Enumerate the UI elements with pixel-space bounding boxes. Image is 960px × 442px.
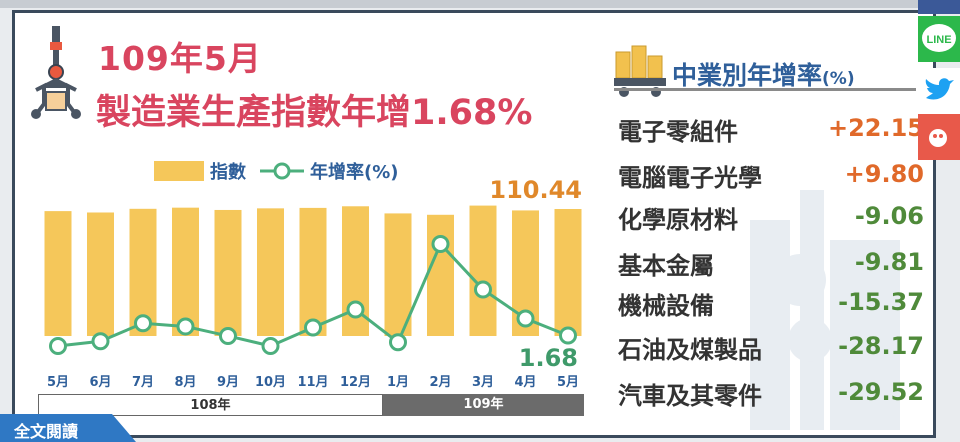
- index-bar: [44, 211, 72, 336]
- industry-name: 汽車及其零件: [618, 382, 762, 410]
- industry-name: 基本金屬: [618, 252, 714, 280]
- x-tick-label: 12月: [340, 375, 371, 390]
- legend-bar-swatch: [154, 161, 204, 181]
- growth-rate-point: [431, 235, 450, 253]
- title-date: 109年5月: [98, 39, 262, 78]
- growth-rate-point: [346, 300, 365, 319]
- index-bar: [172, 207, 199, 336]
- industry-growth-value: -29.52: [838, 378, 924, 406]
- industry-row: 汽車及其零件 -29.52: [618, 376, 924, 412]
- twitter-share-button[interactable]: [918, 68, 960, 114]
- growth-rate-point: [304, 318, 322, 337]
- legend-index-label: 指數: [210, 162, 246, 183]
- industry-name: 石油及煤製品: [618, 336, 762, 364]
- line-share-button[interactable]: LINE: [918, 16, 960, 62]
- read-full-button[interactable]: 全文閱讀: [0, 414, 136, 442]
- industry-name: 電腦電子光學: [618, 164, 762, 192]
- x-tick-label: 5月: [557, 375, 579, 390]
- industry-growth-value: +22.15: [827, 114, 924, 142]
- x-tick-label: 10月: [255, 375, 286, 390]
- period-108: 108年: [38, 394, 383, 416]
- growth-rate-point: [219, 326, 237, 345]
- x-tick-label: 2月: [429, 375, 451, 390]
- industry-panel-title: 中業別年增率(%): [672, 56, 855, 92]
- robot-arm-icon: [26, 26, 90, 126]
- x-tick-label: 9月: [217, 375, 239, 390]
- period-109: 109年: [383, 394, 584, 416]
- industry-row: 基本金屬 -9.81: [618, 246, 924, 282]
- growth-rate-point: [261, 337, 280, 355]
- industry-row: 石油及煤製品 -28.17: [618, 330, 924, 366]
- industry-name: 電子零組件: [618, 118, 738, 146]
- industry-name: 機械設備: [618, 292, 714, 320]
- index-bar: [299, 207, 327, 336]
- growth-rate-point: [516, 309, 535, 328]
- industry-growth-value: -9.81: [854, 248, 924, 276]
- industry-row: 電腦電子光學 +9.80: [618, 158, 924, 194]
- industry-name: 化學原材料: [618, 206, 738, 234]
- industry-growth-value: +9.80: [844, 160, 924, 188]
- page-title: 製造業生產指數年增1.68%: [96, 93, 533, 133]
- index-bar: [214, 209, 242, 336]
- industry-panel-unit: (%): [822, 69, 855, 89]
- line-icon: LINE: [922, 24, 956, 52]
- index-bar: [554, 208, 582, 336]
- industry-row: 電子零組件 +22.15: [618, 112, 924, 148]
- growth-rate-point: [176, 317, 195, 336]
- chart-legend: 指數 年增率(%): [154, 158, 413, 184]
- industry-growth-value: -15.37: [838, 288, 924, 316]
- legend-rate-label: 年增率(%): [310, 162, 399, 183]
- svg-text:LINE: LINE: [926, 34, 951, 46]
- index-bar: [384, 213, 412, 336]
- industry-row: 化學原材料 -9.06: [618, 200, 924, 236]
- x-tick-label: 1月: [387, 375, 409, 390]
- industry-growth-value: -9.06: [854, 202, 924, 230]
- industry-panel-title-text: 中業別年增率: [672, 61, 823, 90]
- index-bar: [87, 212, 114, 336]
- x-tick-label: 5月: [47, 375, 69, 390]
- index-growth-chart: 5月 6月 7月 8月 9月 10月 11月 12月 1月 2月 3月 4月 5月 110.44 1.68: [44, 176, 582, 390]
- legend-line-swatch: [260, 162, 304, 180]
- growth-rate-point: [559, 326, 577, 345]
- growth-rate-point: [474, 280, 492, 299]
- latest-index-label: 110.44: [489, 176, 582, 204]
- plurk-icon: [929, 129, 947, 147]
- index-bar: [469, 205, 497, 336]
- growth-rate-point: [91, 332, 110, 351]
- panel-divider: [614, 88, 916, 91]
- coins-cart-icon: [612, 42, 670, 104]
- facebook-share-button[interactable]: [918, 0, 960, 14]
- x-tick-label: 4月: [514, 375, 536, 390]
- growth-rate-point: [389, 333, 407, 352]
- growth-rate-point: [134, 314, 152, 333]
- index-bar: [257, 208, 284, 336]
- read-full-label: 全文閱讀: [14, 422, 79, 441]
- industry-growth-value: -28.17: [838, 332, 924, 360]
- growth-rate-point: [49, 337, 67, 355]
- index-bar: [427, 214, 454, 336]
- industry-row: 機械設備 -15.37: [618, 286, 924, 322]
- plurk-share-button[interactable]: [918, 114, 960, 160]
- factory-background-illustration: [750, 190, 900, 430]
- x-tick-label: 11月: [297, 375, 328, 390]
- twitter-bird-icon: [925, 78, 954, 100]
- x-tick-label: 6月: [89, 375, 111, 390]
- top-strip: [0, 0, 960, 8]
- x-tick-label: 7月: [132, 375, 154, 390]
- period-bar: 108年 109年: [38, 394, 584, 416]
- x-tick-label: 3月: [472, 375, 494, 390]
- x-tick-label: 8月: [174, 375, 196, 390]
- latest-rate-label: 1.68: [519, 344, 578, 372]
